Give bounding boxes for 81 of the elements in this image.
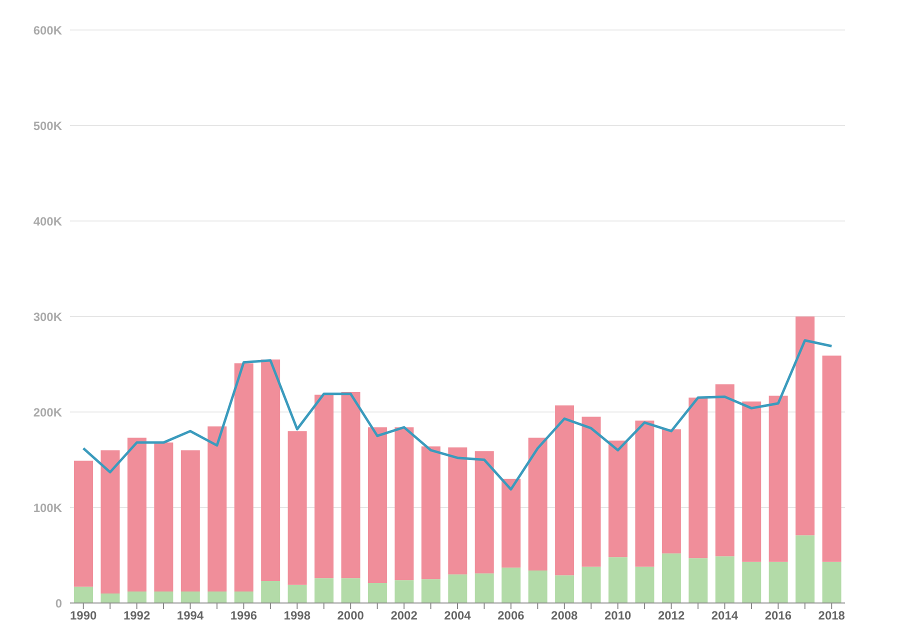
bar [127, 592, 146, 603]
bar [394, 427, 414, 580]
bar [715, 384, 734, 556]
y-tick-label: 0 [55, 596, 62, 610]
y-tick-label: 400K [33, 214, 62, 228]
bar [234, 363, 254, 592]
line-series [82, 339, 833, 491]
bar [180, 450, 200, 592]
bar [688, 558, 708, 603]
bar [288, 431, 307, 585]
bar [635, 566, 654, 603]
bar [74, 460, 94, 587]
bar [662, 553, 681, 603]
bar [208, 592, 227, 603]
bar [742, 562, 762, 603]
bar [822, 356, 842, 562]
bar [474, 573, 494, 603]
bar [368, 427, 387, 583]
bar [74, 586, 94, 603]
y-tick-label: 300K [33, 310, 62, 324]
x-tick-label: 2018 [818, 608, 846, 623]
x-tick-label: 1994 [176, 608, 204, 623]
bar [421, 579, 440, 603]
bar [127, 438, 146, 592]
bar [635, 420, 654, 567]
x-tick-label: 2016 [764, 608, 792, 623]
bar [528, 570, 548, 603]
bar [528, 438, 548, 571]
bar [208, 426, 227, 592]
x-tick-label: 2008 [551, 608, 578, 623]
bar [154, 442, 174, 592]
x-tick-label: 1996 [230, 608, 258, 623]
bar [582, 566, 601, 603]
bar [288, 584, 307, 603]
bar [555, 405, 574, 576]
bar [502, 478, 521, 568]
bar [234, 592, 254, 603]
bar [314, 394, 334, 578]
bar [448, 574, 468, 603]
bar [421, 446, 440, 580]
y-tick-label: 600K [33, 23, 62, 38]
x-tick-label: 2002 [390, 608, 418, 623]
x-tick-label: 2000 [337, 608, 364, 623]
x-tick-label: 1992 [123, 608, 150, 623]
y-tick-label: 500K [33, 118, 62, 133]
bar [448, 447, 468, 574]
bar [154, 592, 174, 603]
bar [100, 593, 120, 603]
bar [608, 440, 628, 558]
bar [394, 580, 414, 603]
bar [180, 592, 200, 603]
bar [662, 429, 681, 554]
bar [768, 562, 788, 603]
bar [261, 581, 280, 603]
bar [341, 578, 360, 603]
bar [341, 392, 360, 578]
x-tick-label: 2010 [604, 608, 632, 623]
x-tick-label: 1990 [70, 608, 98, 623]
bar [314, 578, 334, 603]
bar [742, 401, 762, 562]
y-tick-label: 200K [33, 405, 62, 420]
bar [100, 450, 120, 594]
bar [474, 451, 494, 574]
y-tick-label: 100K [33, 500, 62, 515]
bar [368, 582, 387, 603]
bar [796, 535, 815, 603]
bar [555, 575, 574, 603]
x-tick-label: 2004 [444, 608, 472, 623]
x-tick-label: 2014 [711, 608, 738, 623]
bar [502, 568, 521, 603]
bar [822, 562, 842, 603]
x-tick-label: 2006 [498, 608, 525, 623]
x-tick-label: 2012 [658, 608, 685, 623]
bar [796, 316, 815, 536]
x-tick-label: 1998 [284, 608, 311, 623]
bar [715, 556, 734, 603]
bar [768, 396, 788, 562]
bar [261, 359, 280, 582]
bar [608, 557, 628, 603]
bar [582, 416, 601, 567]
bar [688, 398, 708, 558]
